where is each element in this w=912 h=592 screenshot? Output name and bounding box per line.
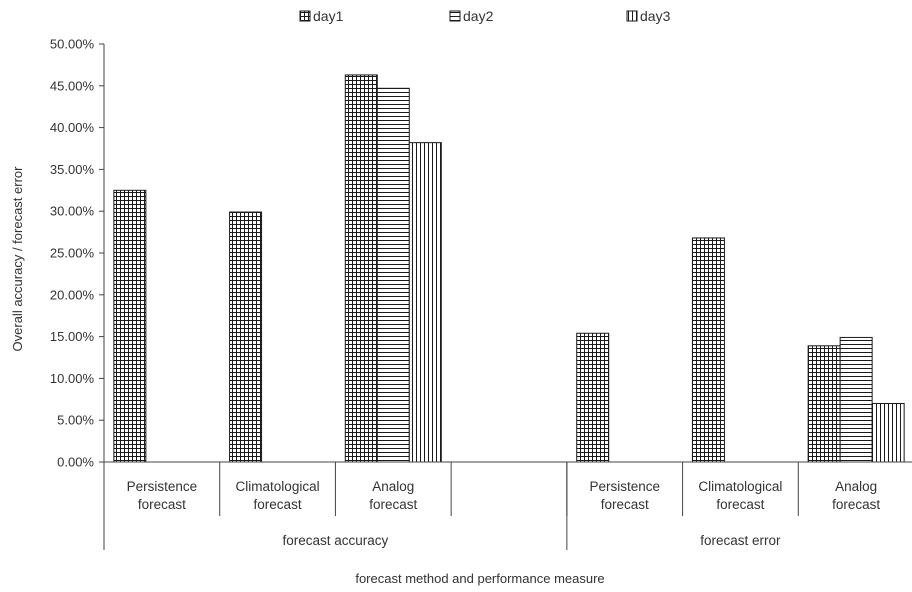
bar-day1 — [344, 74, 378, 463]
category-label: Persistence — [589, 479, 660, 494]
category-label: Persistence — [127, 479, 198, 494]
group-label: forecast error — [700, 533, 781, 548]
y-tick-label: 5.00% — [57, 413, 94, 428]
y-tick-label: 25.00% — [50, 246, 95, 261]
bar-day1 — [229, 211, 263, 463]
y-tick-label: 15.00% — [50, 329, 95, 344]
category-label: forecast — [138, 497, 186, 512]
y-tick-label: 50.00% — [50, 37, 95, 52]
legend-swatch-day3 — [626, 10, 638, 22]
bar-day1 — [576, 332, 610, 463]
category-label: forecast — [369, 497, 417, 512]
bar-day3 — [871, 402, 905, 463]
legend-swatch-day1 — [299, 10, 311, 22]
category-label: forecast — [716, 497, 764, 512]
category-label: Climatological — [698, 479, 782, 494]
category-label: Climatological — [236, 479, 320, 494]
category-label: Analog — [835, 479, 877, 494]
category-label: forecast — [832, 497, 880, 512]
legend-swatch-day2 — [449, 10, 461, 22]
y-axis-title: Overall accuracy / forecast error — [10, 166, 25, 352]
y-tick-label: 40.00% — [50, 120, 95, 135]
bar-day1 — [691, 237, 725, 463]
bar-day2 — [839, 336, 873, 463]
bars — [113, 74, 905, 463]
y-tick-label: 10.00% — [50, 371, 95, 386]
group-label: forecast accuracy — [283, 533, 389, 548]
x-axis-title: forecast method and performance measure — [355, 571, 604, 586]
bar-day1 — [113, 189, 147, 463]
bar-day3 — [408, 142, 442, 463]
legend-label-day3: day3 — [640, 8, 671, 24]
legend: day1 day2 day3 — [299, 8, 671, 24]
category-label: Analog — [372, 479, 414, 494]
y-axis: 0.00% 5.00% 10.00% 15.00% 20.00% 25.00% 30.00%… — [50, 37, 105, 470]
legend-label-day1: day1 — [313, 8, 344, 24]
bar-day2 — [376, 87, 410, 463]
y-tick-label: 35.00% — [50, 162, 95, 177]
y-tick-label: 30.00% — [50, 204, 95, 219]
y-tick-label: 45.00% — [50, 78, 95, 93]
bar-day1 — [807, 345, 841, 463]
legend-label-day2: day2 — [463, 8, 494, 24]
x-axis: Persistence forecast Climatological forecas… — [103, 461, 912, 550]
category-label: forecast — [601, 497, 649, 512]
y-tick-label: 20.00% — [50, 287, 95, 302]
y-tick-label: 0.00% — [57, 455, 94, 470]
category-label: forecast — [254, 497, 302, 512]
